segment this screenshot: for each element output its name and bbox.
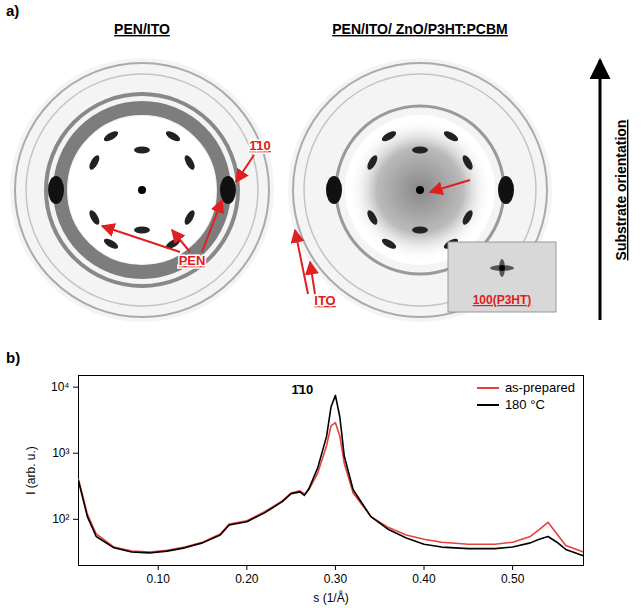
svg-text:0.20: 0.20 (235, 572, 259, 586)
svg-text:ITO: ITO (314, 293, 335, 308)
svg-text:10³: 10³ (52, 446, 69, 460)
svg-text:0.10: 0.10 (147, 572, 171, 586)
svg-text:10⁴: 10⁴ (51, 380, 70, 394)
svg-text:1̄10: 1̄10 (292, 382, 314, 397)
svg-text:PEN/ITO: PEN/ITO (114, 21, 170, 37)
svg-text:100(P3HT): 100(P3HT) (473, 293, 532, 307)
html-text:as-prepared: as-prepared (504, 380, 575, 395)
html-text:b): b) (6, 349, 21, 366)
svg-text:10²: 10² (52, 512, 69, 526)
svg-text:a): a) (6, 2, 19, 19)
svg-text:s (1/Å): s (1/Å) (313, 590, 348, 605)
svg-text:PEN: PEN (179, 253, 206, 268)
svg-text:Substrate orientation: Substrate orientation (613, 120, 629, 261)
svg-text:0.40: 0.40 (412, 572, 436, 586)
svg-text:I (arb. u.): I (arb. u.) (24, 446, 38, 495)
svg-text:0.30: 0.30 (324, 572, 348, 586)
svg-text:PEN/ITO/ ZnO/P3HT:PCBM: PEN/ITO/ ZnO/P3HT:PCBM (332, 21, 508, 37)
svg-text:0.50: 0.50 (501, 572, 525, 586)
svg-text:1̄10: 1̄10 (249, 138, 271, 153)
html-text:180 °C: 180 °C (504, 397, 545, 412)
